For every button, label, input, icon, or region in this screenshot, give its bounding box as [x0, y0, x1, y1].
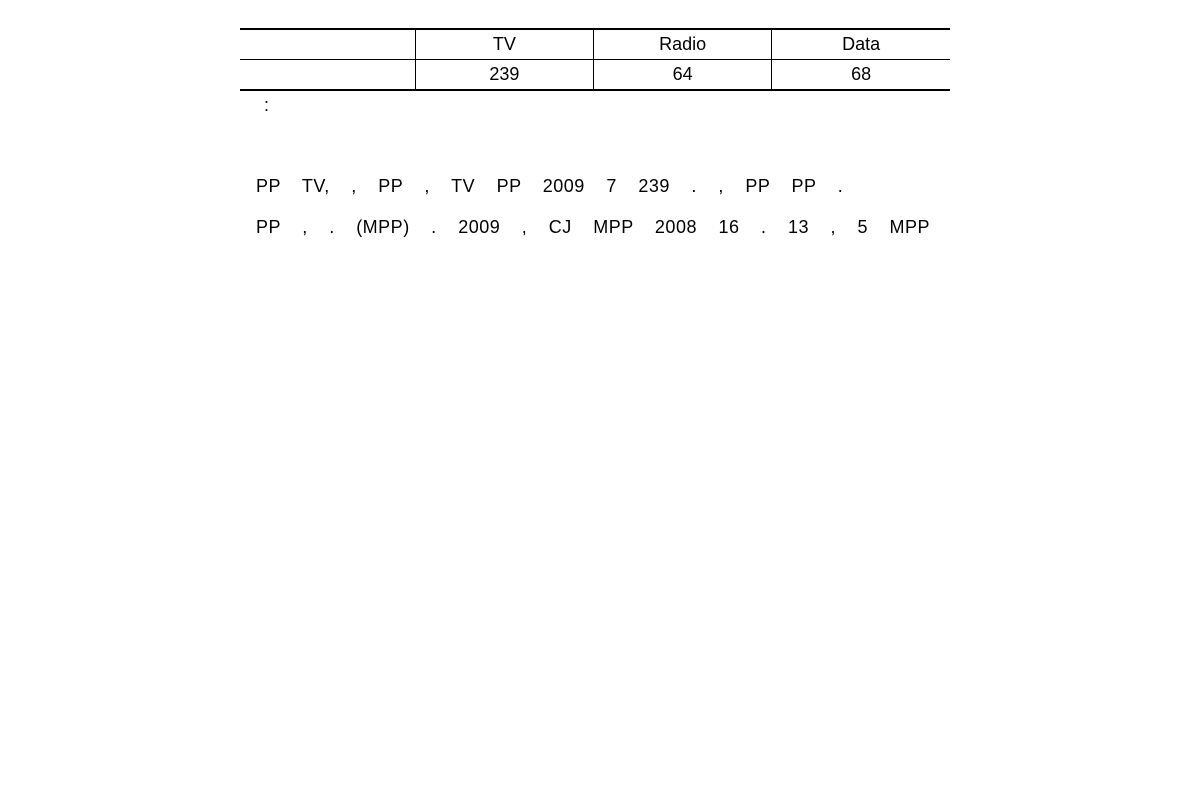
pp-counts-table: TV Radio Data 239 64 68	[240, 28, 950, 91]
header-tv: TV	[415, 29, 593, 60]
paragraph-2: PP , . (MPP) . 2009 , CJ MPP 2008 16 . 1…	[240, 207, 950, 248]
table-header-row: TV Radio Data	[240, 29, 950, 60]
header-blank	[240, 29, 415, 60]
paragraph-1: PP TV, , PP , TV PP 2009 7 239 . , PP PP…	[240, 166, 950, 207]
body-text: PP TV, , PP , TV PP 2009 7 239 . , PP PP…	[240, 166, 950, 248]
cell-blank	[240, 60, 415, 91]
table-row: 239 64 68	[240, 60, 950, 91]
header-radio: Radio	[593, 29, 771, 60]
cell-tv: 239	[415, 60, 593, 91]
header-data: Data	[772, 29, 950, 60]
table-source-note: :	[240, 95, 950, 116]
cell-radio: 64	[593, 60, 771, 91]
cell-data: 68	[772, 60, 950, 91]
data-table: TV Radio Data 239 64 68	[240, 28, 950, 91]
